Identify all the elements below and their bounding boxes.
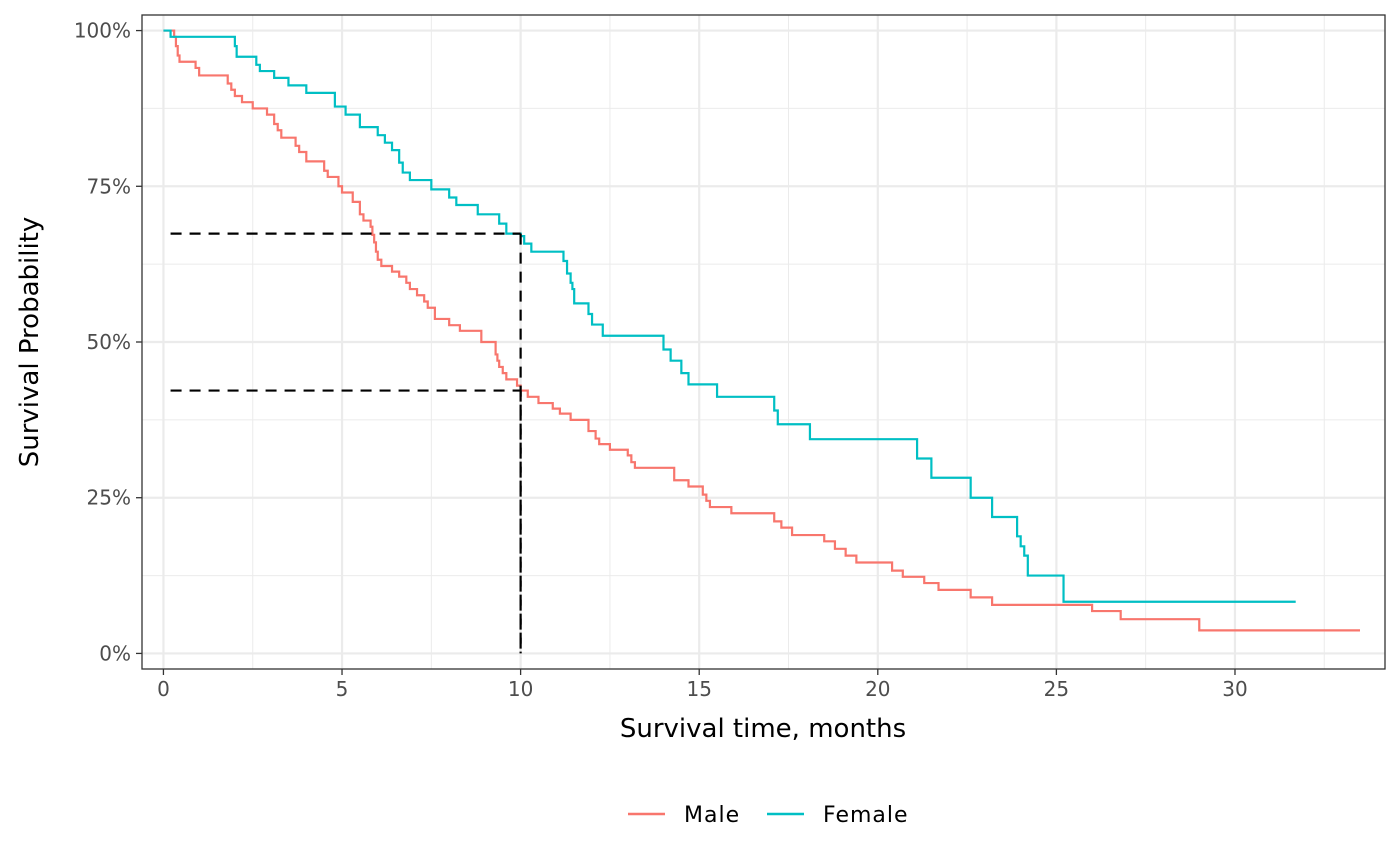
x-tick-label: 5 <box>336 677 349 701</box>
y-axis: 0% 25% 50% 75% 100% <box>74 19 142 665</box>
series-layer <box>163 29 1360 632</box>
legend: Male Female <box>628 803 909 828</box>
survival-curve-female <box>163 29 1296 603</box>
y-tick-label: 25% <box>87 486 131 510</box>
reference-lines <box>170 232 522 654</box>
x-tick-label: 25 <box>1044 677 1069 701</box>
y-axis-title: Survival Probability <box>15 217 45 468</box>
y-tick-label: 50% <box>87 330 131 354</box>
legend-label-male: Male <box>684 803 740 828</box>
x-tick-label: 15 <box>686 677 711 701</box>
x-tick-label: 0 <box>157 677 170 701</box>
legend-label-female: Female <box>823 803 909 828</box>
grid-lines <box>142 15 1385 669</box>
y-tick-label: 0% <box>99 641 131 665</box>
x-axis: 0 5 10 15 20 25 30 <box>157 669 1248 701</box>
survival-curve-male <box>163 29 1360 632</box>
x-tick-label: 10 <box>508 677 533 701</box>
x-axis-title: Survival time, months <box>620 714 906 744</box>
y-tick-label: 100% <box>74 19 131 43</box>
y-tick-label: 75% <box>87 174 131 198</box>
x-tick-label: 20 <box>865 677 890 701</box>
x-tick-label: 30 <box>1222 677 1247 701</box>
